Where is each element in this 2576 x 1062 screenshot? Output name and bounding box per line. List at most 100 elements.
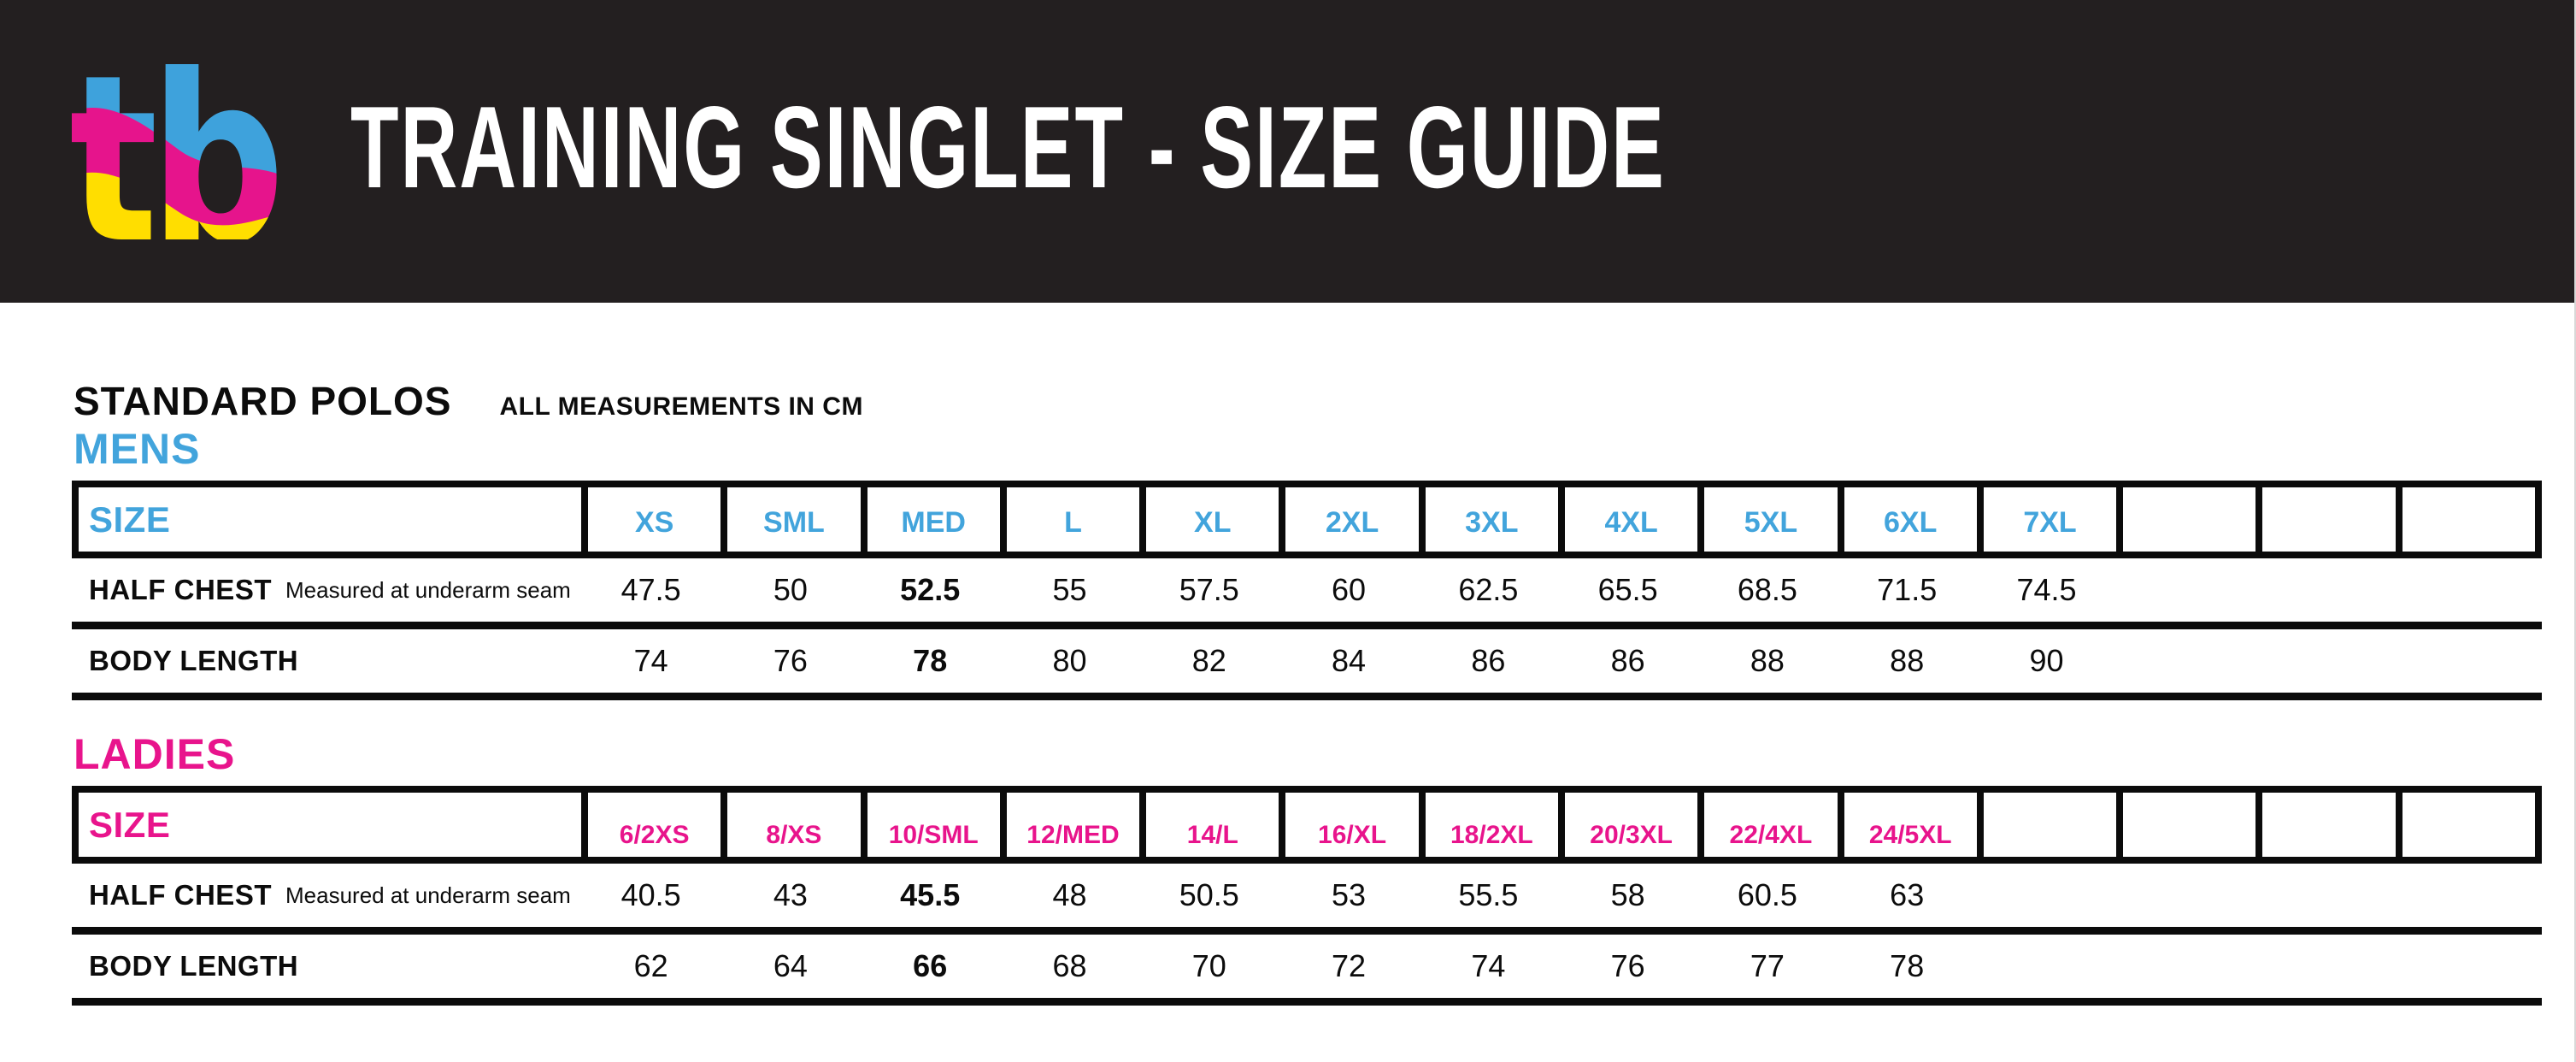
ladies-size-column-header-22/4XL: 22/4XL <box>1697 793 1837 857</box>
mens-body-length-row: BODY LENGTH 74 76 78 80 82 84 86 86 88 88 90 <box>72 629 2542 700</box>
mens-half-chest-value: 62.5 <box>1458 572 1519 607</box>
ladies-size-column-header-6/2XS: 6/2XS <box>581 793 720 857</box>
ladies-body-length-value: 74 <box>1471 948 1506 983</box>
mens-body-length-value <box>2116 629 2255 693</box>
ladies-body-length-value: 62 <box>633 948 668 983</box>
mens-body-length-value <box>2255 629 2395 693</box>
subtitle-row: STANDARD POLOS ALL MEASUREMENTS IN CM <box>74 381 2574 421</box>
mens-body-length-value: 84 <box>1332 643 1367 678</box>
ladies-half-chest-value: 53 <box>1332 877 1367 912</box>
ladies-body-length-value <box>2116 935 2255 998</box>
mens-size-column-header-5XL: 5XL <box>1697 487 1837 552</box>
ladies-half-chest-value: 58 <box>1610 877 1645 912</box>
ladies-empty-column-header <box>2255 793 2395 857</box>
mens-half-chest-label-cell: HALF CHEST Measured at underarm seam <box>79 558 581 622</box>
measurement-units-note: ALL MEASUREMENTS IN CM <box>499 392 863 421</box>
ladies-half-chest-value <box>2255 864 2395 927</box>
mens-half-chest-value: 68.5 <box>1737 572 1797 607</box>
mens-body-length-value: 86 <box>1471 643 1506 678</box>
mens-body-length-value: 86 <box>1610 643 1645 678</box>
header-banner: tb TRAINING SINGLET - SIZE GUIDE <box>0 0 2574 303</box>
ladies-half-chest-value: 48 <box>1052 877 1087 912</box>
mens-size-column-header-MED: MED <box>860 487 1000 552</box>
page-title: TRAINING SINGLET - SIZE GUIDE <box>350 82 1666 212</box>
ladies-body-length-value: 76 <box>1610 948 1645 983</box>
mens-body-length-value: 88 <box>1750 643 1785 678</box>
ladies-size-column-header-14/L: 14/L <box>1139 793 1279 857</box>
mens-half-chest-value: 50 <box>773 572 808 607</box>
mens-body-length-label-cell: BODY LENGTH <box>79 629 581 693</box>
mens-half-chest-value: 74.5 <box>2016 572 2077 607</box>
mens-body-length-value: 82 <box>1191 643 1226 678</box>
mens-half-chest-value: 52.5 <box>900 572 961 607</box>
mens-half-chest-value: 47.5 <box>620 572 681 607</box>
ladies-empty-column-header <box>1976 793 2116 857</box>
mens-body-length-value: 80 <box>1052 643 1087 678</box>
ladies-size-column-header-10/SML: 10/SML <box>860 793 1000 857</box>
mens-half-chest-value <box>2116 558 2255 622</box>
mens-body-length-value <box>2396 629 2535 693</box>
mens-size-column-header-6XL: 6XL <box>1837 487 1977 552</box>
half-chest-label: HALF CHEST <box>89 574 272 605</box>
ladies-size-row-label: SIZE <box>89 804 171 845</box>
ladies-half-chest-value: 40.5 <box>620 877 681 912</box>
ladies-half-chest-label-cell: HALF CHEST Measured at underarm seam <box>79 864 581 927</box>
mens-empty-column-header <box>2395 487 2535 552</box>
ladies-empty-column-header <box>2395 793 2535 857</box>
mens-body-length-value: 78 <box>913 643 948 678</box>
half-chest-note: Measured at underarm seam <box>285 882 571 908</box>
mens-half-chest-value: 60 <box>1332 572 1367 607</box>
ladies-half-chest-value: 60.5 <box>1737 877 1797 912</box>
mens-half-chest-value: 57.5 <box>1179 572 1239 607</box>
ladies-size-table: SIZE 6/2XS 8/XS 10/SML 12/MED 14/L 16/XL 18/2XL… <box>72 786 2542 1006</box>
ladies-size-column-header-20/3XL: 20/3XL <box>1558 793 1697 857</box>
mens-size-header-row: SIZE XS SML MED L XL 2XL 3XL 4XL 5XL 6XL 7XL <box>72 481 2542 558</box>
section-title: STANDARD POLOS <box>74 379 452 423</box>
half-chest-label: HALF CHEST <box>89 879 272 911</box>
ladies-half-chest-value <box>1977 864 2116 927</box>
ladies-half-chest-value <box>2396 864 2535 927</box>
mens-half-chest-value: 71.5 <box>1877 572 1938 607</box>
ladies-body-length-value: 66 <box>913 948 948 983</box>
ladies-body-length-row: BODY LENGTH 62 64 66 68 70 72 74 76 77 78 <box>72 935 2542 1006</box>
mens-size-table: SIZE XS SML MED L XL 2XL 3XL 4XL 5XL 6XL 7XL HALF CH… <box>72 481 2542 700</box>
mens-body-length-value: 76 <box>773 643 808 678</box>
ladies-half-chest-row: HALF CHEST Measured at underarm seam 40.5 4… <box>72 864 2542 935</box>
ladies-size-column-header-24/5XL: 24/5XL <box>1837 793 1977 857</box>
ladies-size-column-header-18/2XL: 18/2XL <box>1418 793 1558 857</box>
ladies-body-length-value <box>2396 935 2535 998</box>
body-length-label: BODY LENGTH <box>89 645 299 676</box>
ladies-body-length-value: 78 <box>1890 948 1925 983</box>
mens-size-column-header-L: L <box>999 487 1139 552</box>
mens-size-column-header-7XL: 7XL <box>1976 487 2116 552</box>
mens-half-chest-value <box>2396 558 2535 622</box>
ladies-size-column-header-8/XS: 8/XS <box>720 793 860 857</box>
mens-size-column-header-SML: SML <box>720 487 860 552</box>
ladies-size-column-header-16/XL: 16/XL <box>1279 793 1418 857</box>
ladies-size-column-header-12/MED: 12/MED <box>999 793 1139 857</box>
ladies-body-length-value <box>2255 935 2395 998</box>
ladies-body-length-value: 64 <box>773 948 808 983</box>
mens-body-length-value: 74 <box>633 643 668 678</box>
ladies-empty-column-header <box>2116 793 2255 857</box>
half-chest-note: Measured at underarm seam <box>285 576 571 603</box>
mens-size-column-header-XS: XS <box>581 487 720 552</box>
mens-size-column-header-3XL: 3XL <box>1418 487 1558 552</box>
mens-empty-column-header <box>2116 487 2255 552</box>
body-length-label: BODY LENGTH <box>89 950 299 982</box>
ladies-half-chest-value: 45.5 <box>900 877 961 912</box>
ladies-heading: LADIES <box>74 730 236 778</box>
ladies-half-chest-value: 63 <box>1890 877 1925 912</box>
mens-size-column-header-2XL: 2XL <box>1279 487 1418 552</box>
mens-size-column-header-4XL: 4XL <box>1558 487 1697 552</box>
ladies-body-length-value <box>1977 935 2116 998</box>
mens-body-length-value: 90 <box>2029 643 2064 678</box>
mens-size-row-label: SIZE <box>89 499 171 540</box>
ladies-half-chest-value: 50.5 <box>1179 877 1239 912</box>
mens-heading: MENS <box>74 425 201 473</box>
mens-half-chest-value: 55 <box>1052 572 1087 607</box>
ladies-body-length-value: 77 <box>1750 948 1785 983</box>
ladies-half-chest-value: 43 <box>773 877 808 912</box>
ladies-half-chest-value <box>2116 864 2255 927</box>
